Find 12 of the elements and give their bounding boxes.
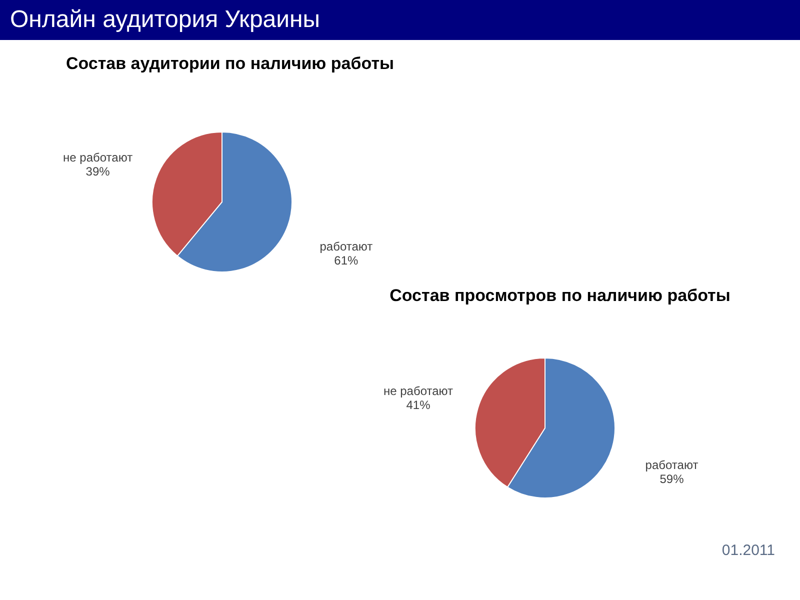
data-label: 61% (334, 254, 359, 268)
chart-title: Состав аудитории по наличию работы (66, 54, 394, 73)
data-label: 59% (660, 472, 684, 486)
data-label: 41% (406, 398, 431, 412)
text: 01.2011 (722, 542, 775, 559)
chart-title: Состав просмотров по наличию работы (390, 286, 730, 305)
text: Онлайн аудитория Украины (10, 6, 320, 33)
slice-label: не работают (63, 150, 134, 164)
slice-label: работают (320, 240, 374, 254)
slice-label: не работают (383, 384, 454, 398)
data-label: 39% (86, 164, 110, 178)
slice-label: работают (645, 458, 699, 472)
